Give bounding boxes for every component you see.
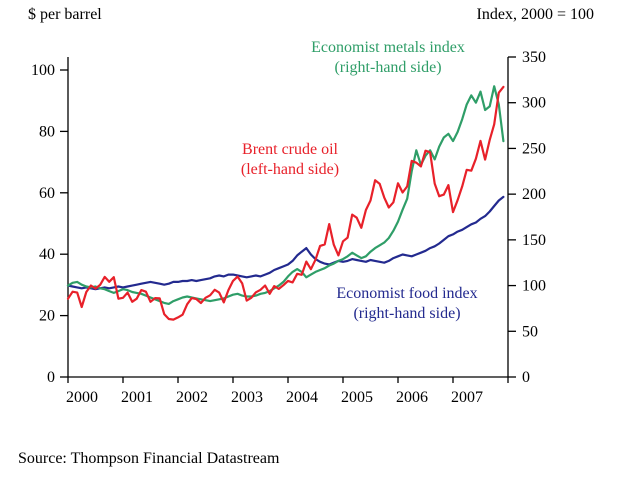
metals-annotation-line1: Economist metals index — [311, 39, 465, 56]
left-axis-header: $ per barrel — [28, 6, 102, 23]
metals-annotation-line2: (right-hand side) — [334, 59, 442, 76]
food-annotation-line2: (right-hand side) — [353, 305, 461, 322]
brent-series-annotation: Brent crude oil (left-hand side) — [175, 140, 405, 180]
food-annotation-line1: Economist food index — [336, 285, 478, 302]
x-axis-year-label: 2007 — [451, 389, 483, 406]
x-axis-year-label: 2005 — [341, 389, 373, 406]
left-axis-tick-label: 60 — [39, 185, 55, 202]
brent-annotation-line2: (left-hand side) — [240, 161, 340, 178]
brent-annotation-line1: Brent crude oil — [242, 141, 338, 158]
right-axis-tick-label: 50 — [522, 323, 538, 340]
commodity-price-chart: 0 20 40 60 80 100 0 50 100 150 200 250 300 350 2000 200… — [31, 49, 546, 406]
right-axis-tick-label: 350 — [522, 49, 546, 66]
x-axis-year-label: 2002 — [176, 389, 208, 406]
left-axis-tick-label: 20 — [39, 308, 55, 325]
economist-food-index-line — [66, 195, 505, 291]
x-axis-year-label: 2001 — [121, 389, 153, 406]
source-attribution: Source: Thompson Financial Datastream — [18, 450, 280, 467]
metals-series-annotation: Economist metals index (right-hand side) — [273, 38, 503, 78]
right-axis-tick-label: 300 — [522, 95, 546, 112]
right-axis-tick-label: 0 — [522, 369, 530, 386]
right-axis-tick-label: 250 — [522, 140, 546, 157]
x-axis-year-label: 2006 — [396, 389, 428, 406]
food-series-annotation: Economist food index (right-hand side) — [292, 284, 522, 324]
left-axis-tick-label: 0 — [47, 369, 55, 386]
x-axis-year-label: 2000 — [66, 389, 98, 406]
brent-crude-oil-line — [66, 85, 505, 321]
left-axis-tick-label: 80 — [39, 123, 55, 140]
right-axis-tick-label: 100 — [522, 278, 546, 295]
x-axis-year-label: 2004 — [286, 389, 318, 406]
left-axis-tick-label: 40 — [39, 246, 55, 263]
right-axis-tick-label: 150 — [522, 232, 546, 249]
right-axis-tick-label: 200 — [522, 186, 546, 203]
x-axis-year-label: 2003 — [231, 389, 263, 406]
left-axis-tick-label: 100 — [31, 62, 55, 79]
right-axis-header: Index, 2000 = 100 — [476, 6, 594, 23]
